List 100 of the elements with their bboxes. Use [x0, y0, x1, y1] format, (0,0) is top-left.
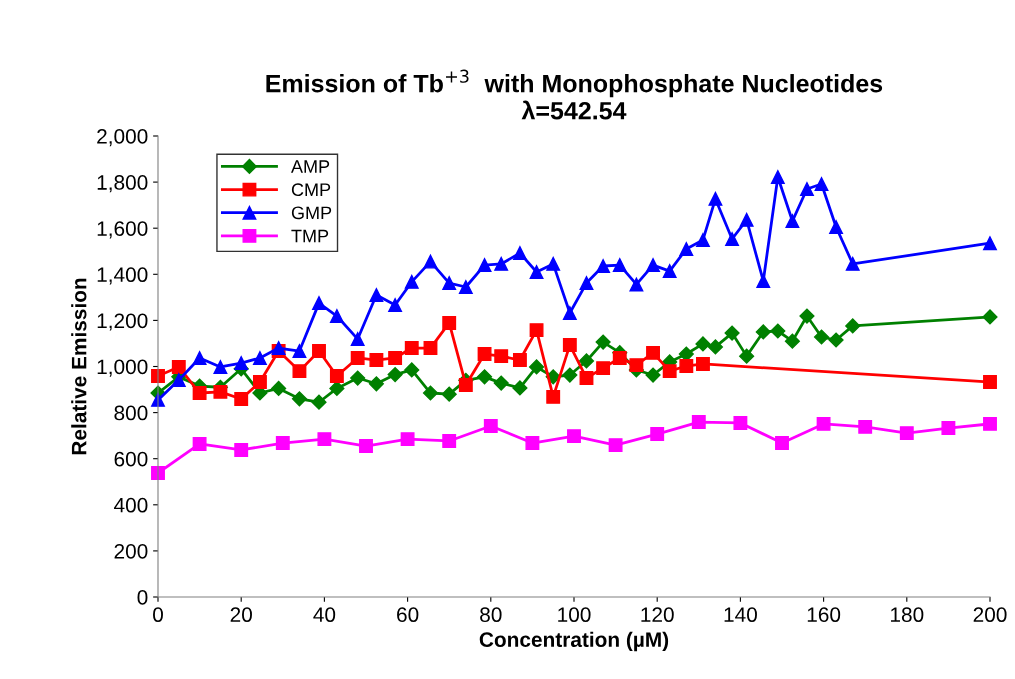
- point: [423, 341, 438, 356]
- point: [404, 362, 420, 378]
- point: [213, 360, 228, 374]
- y-tick-label: 800: [114, 405, 148, 421]
- point: [739, 348, 755, 364]
- point: [422, 385, 439, 401]
- point: [612, 258, 627, 273]
- x-tick-label: 20: [230, 607, 252, 623]
- point: [400, 432, 415, 447]
- point: [458, 280, 473, 294]
- x-tick-label: 0: [153, 607, 163, 623]
- point: [350, 332, 365, 347]
- y-tick-label: 1,800: [97, 175, 148, 193]
- point: [171, 360, 186, 374]
- point: [595, 334, 611, 350]
- point: [562, 367, 578, 383]
- point: [312, 344, 326, 359]
- x-tick-label: 180: [891, 607, 924, 623]
- point: [733, 416, 748, 430]
- point: [477, 347, 492, 361]
- point: [708, 191, 723, 206]
- point: [192, 437, 207, 451]
- point: [458, 377, 473, 392]
- point: [755, 324, 771, 340]
- point: [441, 386, 457, 402]
- point: [483, 419, 498, 433]
- point: [596, 361, 611, 376]
- point: [291, 391, 308, 407]
- point: [799, 308, 815, 324]
- point: [724, 325, 740, 341]
- point: [770, 323, 786, 339]
- y-tick-label: 0: [137, 590, 148, 605]
- point: [369, 353, 384, 367]
- point: [645, 367, 661, 383]
- point: [271, 380, 287, 396]
- point: [739, 212, 754, 227]
- x-tick-label: 160: [807, 607, 841, 623]
- legend-label: GMP: [291, 206, 332, 220]
- point: [442, 315, 457, 330]
- point: [816, 416, 831, 431]
- x-tick-label: 60: [397, 607, 419, 623]
- point: [845, 318, 861, 334]
- point: [596, 259, 611, 273]
- point: [369, 288, 384, 302]
- point: [359, 439, 373, 453]
- y-axis-title: Relative Emission: [71, 278, 87, 455]
- point: [442, 276, 457, 291]
- point: [899, 426, 914, 441]
- x-axis-title: Concentration (µM): [479, 631, 669, 652]
- point: [562, 338, 577, 353]
- point: [578, 353, 595, 369]
- y-tick-label: 1,400: [97, 267, 148, 285]
- y-tick-label: 1,600: [97, 221, 148, 239]
- y-tick-label: 2,000: [97, 129, 148, 147]
- point: [234, 356, 249, 370]
- x-tick-label: 100: [558, 607, 591, 623]
- y-tick-label: 200: [114, 543, 148, 559]
- point: [725, 232, 740, 246]
- point: [828, 332, 844, 348]
- point: [512, 246, 527, 261]
- point: [695, 336, 711, 352]
- x-tick-label: 200: [973, 607, 1007, 623]
- point: [679, 359, 694, 373]
- y-tick-label: 600: [114, 451, 148, 467]
- point: [528, 359, 545, 375]
- point: [317, 432, 332, 447]
- point: [494, 256, 509, 271]
- point: [662, 364, 677, 379]
- point: [800, 182, 814, 196]
- point: [529, 323, 544, 338]
- point: [646, 258, 660, 273]
- point: [512, 353, 527, 367]
- point: [612, 351, 627, 365]
- point: [350, 370, 366, 386]
- point: [983, 416, 997, 431]
- point: [275, 436, 290, 450]
- y-tick-label: 1,000: [97, 359, 148, 377]
- point: [388, 351, 403, 365]
- point: [567, 429, 581, 444]
- point: [845, 256, 860, 271]
- point: [650, 427, 665, 441]
- point: [292, 364, 307, 379]
- point: [493, 375, 509, 391]
- point: [858, 419, 873, 434]
- point: [423, 254, 438, 269]
- point: [546, 389, 561, 404]
- point: [476, 369, 493, 385]
- x-tick-label: 40: [313, 607, 336, 623]
- point: [311, 394, 327, 410]
- point: [477, 258, 492, 273]
- point: [171, 373, 186, 388]
- point: [388, 298, 403, 312]
- legend-label: CMP: [291, 183, 331, 197]
- point: [983, 236, 997, 251]
- point: [646, 345, 660, 360]
- point: [679, 241, 694, 256]
- point: [608, 438, 623, 453]
- y-tick-label: 1,200: [97, 313, 148, 331]
- point: [350, 351, 365, 365]
- point: [292, 344, 307, 359]
